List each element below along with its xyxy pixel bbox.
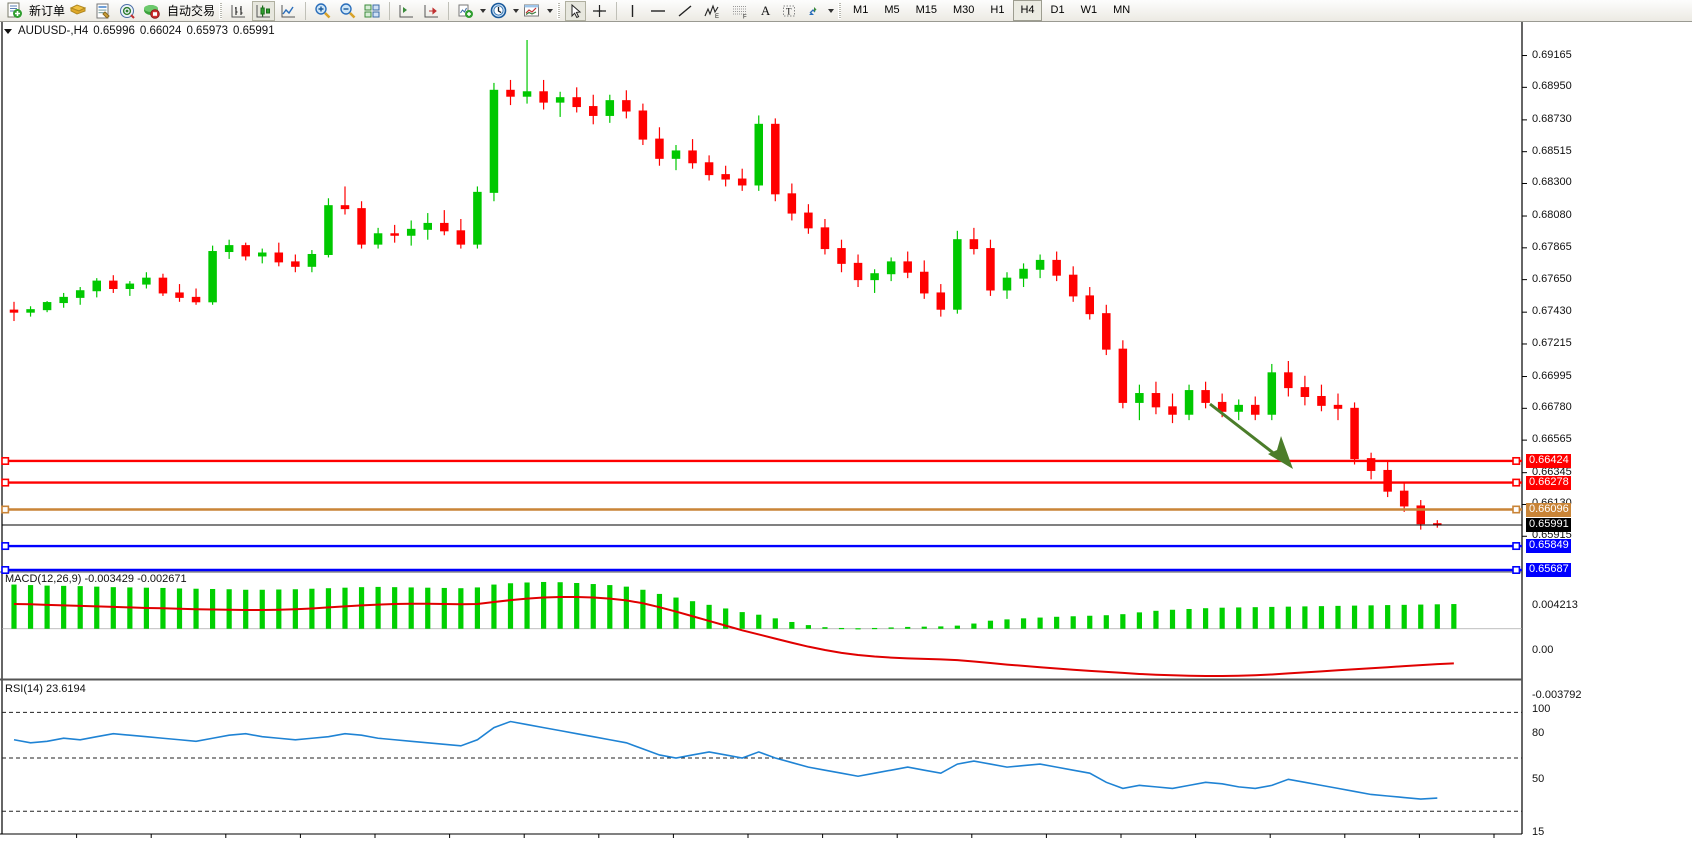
price-tick-label: 0.68300 [1532, 176, 1572, 189]
toolbar-grip [217, 2, 224, 20]
chart-canvas[interactable]: AUDUSD-,H4 0.65996 0.66024 0.65973 0.659… [0, 22, 1692, 843]
main-toolbar: 新订单 [0, 0, 1692, 22]
text-label-icon[interactable]: T [778, 1, 800, 21]
horizontal-line-icon[interactable] [645, 1, 671, 21]
entry-line-tag[interactable]: 0.66096 [1526, 502, 1571, 517]
price-tick-label: 0.67215 [1532, 336, 1572, 349]
period-w1[interactable]: W1 [1080, 4, 1098, 16]
zoom-out-icon[interactable] [336, 1, 359, 21]
bar-chart-icon[interactable] [227, 1, 250, 21]
quote-low: 0.65973 [186, 25, 229, 37]
price-tick-label: 0.69165 [1532, 48, 1572, 61]
auto-trading-label[interactable]: 自动交易 [167, 4, 216, 18]
take-profit-line-2-tag[interactable]: 0.65687 [1526, 563, 1571, 577]
svg-text:E: E [715, 14, 719, 19]
period-dropdown-arrow-icon[interactable] [513, 8, 520, 13]
templates-dropdown-arrow-icon[interactable] [547, 8, 554, 13]
cursor-icon[interactable] [565, 0, 587, 21]
toolbar-grip-2 [555, 2, 562, 20]
templates-icon[interactable] [520, 1, 544, 21]
rsi-axis-50-label: 50 [1532, 773, 1545, 785]
price-tick-label: 0.66345 [1532, 465, 1572, 478]
text-icon[interactable]: A [760, 2, 771, 18]
toolbar-grip-3 [836, 2, 843, 20]
price-tick-label: 0.68730 [1532, 112, 1572, 125]
price-tick-label: 0.66565 [1532, 433, 1572, 446]
price-tick-label: 0.68950 [1532, 80, 1572, 93]
symbol-quote-line: AUDUSD-,H4 0.65996 0.66024 0.65973 0.659… [4, 25, 275, 37]
zoom-in-icon[interactable] [311, 1, 334, 21]
sell-limit-line-tag[interactable]: 0.66424 [1526, 453, 1571, 468]
vertical-line-icon[interactable] [622, 1, 643, 21]
drawings-icon[interactable] [802, 1, 825, 21]
price-tick-label: 0.65915 [1532, 529, 1572, 542]
period-h1[interactable]: H1 [990, 4, 1005, 16]
navigator-icon[interactable] [116, 1, 138, 21]
indicator-dropdown-arrow-icon[interactable] [480, 8, 487, 13]
data-window-icon[interactable] [92, 1, 114, 21]
quote-close: 0.65991 [233, 25, 275, 37]
auto-trading-icon[interactable] [140, 1, 164, 21]
candlestick-chart-icon[interactable] [252, 0, 276, 21]
chart-menu-arrow-icon[interactable] [4, 28, 12, 34]
period-clock-icon[interactable] [487, 1, 510, 21]
sell-stop-line-tag[interactable]: 0.66278 [1526, 475, 1571, 490]
expert-advisors-icon[interactable] [66, 1, 90, 21]
rsi-axis-80-label: 80 [1532, 727, 1545, 740]
period-m5[interactable]: M5 [884, 4, 900, 16]
period-mn[interactable]: MN [1113, 4, 1131, 16]
price-tick-label: 0.67865 [1532, 240, 1572, 253]
chart-shift-icon[interactable] [395, 1, 418, 21]
crosshair-icon[interactable] [588, 1, 611, 21]
macd-axis-zero-label: 0.00 [1532, 643, 1554, 656]
period-m15[interactable]: M15 [915, 4, 937, 16]
fibonacci-icon[interactable]: F [727, 1, 753, 21]
current-price-line-tag[interactable]: 0.65991 [1526, 518, 1571, 533]
period-d1[interactable]: D1 [1050, 4, 1065, 16]
macd-axis-min-label: -0.003792 [1532, 689, 1582, 701]
chart-graphics [0, 22, 1527, 838]
rsi-axis-15-label: 15 [1532, 826, 1545, 839]
quote-open: 0.65996 [93, 25, 135, 37]
symbol-label: AUDUSD-,H4 [18, 25, 89, 37]
take-profit-line-1-tag[interactable]: 0.65849 [1526, 539, 1571, 554]
macd-indicator-label: MACD(12,26,9) -0.003429 -0.002671 [5, 573, 187, 585]
svg-text:F: F [743, 14, 747, 19]
price-tick-label: 0.66995 [1532, 369, 1572, 382]
trend-line-icon[interactable] [673, 1, 697, 21]
period-m1[interactable]: M1 [853, 4, 869, 16]
price-tick-label: 0.68515 [1532, 144, 1572, 157]
tile-windows-icon[interactable] [361, 1, 384, 21]
elliott-wave-icon[interactable]: E [699, 1, 725, 21]
new-order-icon[interactable] [3, 1, 26, 21]
macd-axis-max-label: 0.004213 [1532, 599, 1578, 611]
price-tick-label: 0.66780 [1532, 401, 1572, 414]
rsi-indicator-label: RSI(14) 23.6194 [5, 683, 86, 695]
new-order-label[interactable]: 新订单 [29, 4, 66, 18]
period-h4[interactable]: H4 [1013, 0, 1042, 21]
price-tick-label: 0.67650 [1532, 272, 1572, 285]
new-indicator-icon[interactable] [454, 1, 477, 21]
price-tick-label: 0.67430 [1532, 305, 1572, 318]
price-tick-label: 0.68080 [1532, 209, 1572, 222]
svg-text:T: T [786, 6, 792, 16]
drawings-dropdown-arrow-icon[interactable] [828, 8, 835, 13]
period-m30[interactable]: M30 [953, 4, 975, 16]
quote-high: 0.66024 [139, 25, 182, 37]
rsi-axis-100-label: 100 [1532, 703, 1551, 715]
auto-scroll-icon[interactable] [420, 1, 443, 21]
line-chart-icon[interactable] [277, 1, 300, 21]
